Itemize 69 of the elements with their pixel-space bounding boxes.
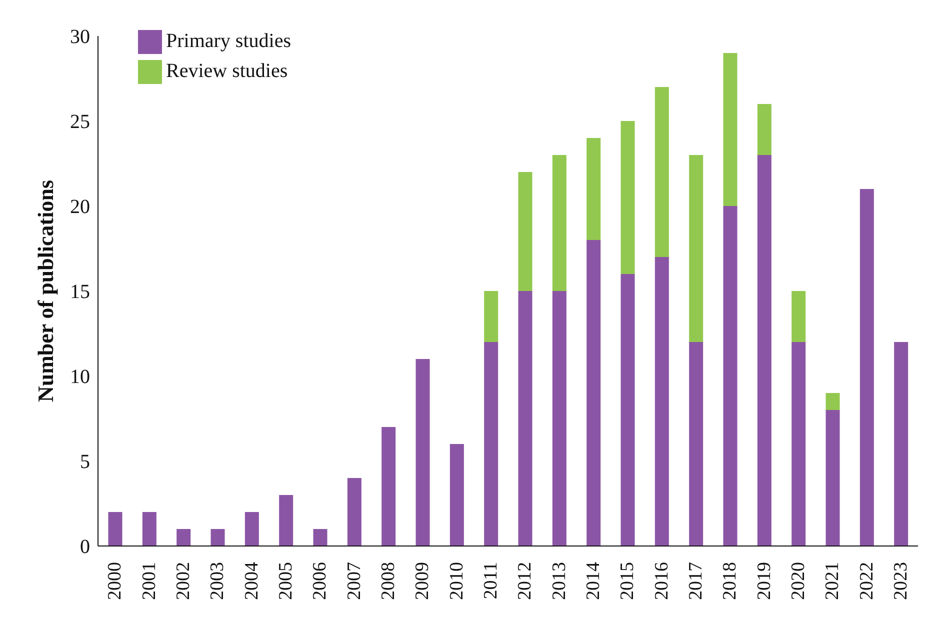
x-tick-label: 2007 [344,562,365,600]
x-tick-label: 2016 [651,562,672,600]
y-tick-label: 20 [70,196,90,218]
y-tick-label: 5 [80,451,90,474]
bar [518,172,532,291]
x-tick-label: 2014 [582,562,604,600]
y-tick-label: 30 [70,26,90,48]
bar [586,138,601,240]
bar [313,529,328,546]
bar [552,155,566,291]
bar [826,393,840,410]
bar [792,342,806,546]
bar [620,274,635,546]
bar [689,155,704,342]
bar [176,529,191,546]
bar [518,291,532,546]
x-tick-label: 2015 [617,562,638,600]
x-tick-label: 2023 [890,562,912,600]
bar [757,104,772,155]
x-tick-label: 2017 [685,562,706,600]
x-tick-label: 2021 [822,562,844,600]
legend-label: Primary studies [166,30,291,52]
x-tick-label: 2003 [207,562,228,600]
bar [244,512,259,546]
x-tick-label: 2011 [480,562,502,600]
x-tick-label: 2000 [104,562,126,600]
bar [416,359,430,546]
bar [484,342,498,546]
bar [552,291,566,546]
x-tick-label: 2019 [754,562,775,600]
bar [142,512,156,546]
bar [108,512,122,546]
bar [210,529,225,546]
legend-label: Review studies [166,60,288,82]
y-tick-label: 10 [70,366,90,388]
bar [860,189,874,546]
y-tick-label: 25 [70,111,90,134]
x-tick-label: 2013 [548,562,570,600]
x-tick-label: 2018 [720,562,741,600]
bar [894,342,908,546]
bar [484,291,498,342]
bar [654,87,669,257]
x-tick-label: 2012 [514,562,536,600]
x-tick-label: 2002 [172,562,194,600]
bar [826,410,840,546]
x-tick-label: 2005 [275,562,296,600]
x-tick-label: 2008 [378,562,399,600]
x-tick-label: 2022 [856,562,878,600]
bar [654,257,669,546]
bar [450,444,464,546]
bar [757,155,772,546]
y-tick-label: 0 [80,536,90,558]
bar [723,53,738,206]
x-tick-label: 2010 [446,562,468,600]
x-tick-label: 2020 [788,562,809,600]
bar [347,478,362,546]
bar [689,342,704,546]
x-tick-label: 2001 [138,562,160,600]
bar [620,121,635,274]
bar [279,495,294,546]
y-tick-label: 15 [70,281,90,304]
y-axis-title: Number of publications [32,180,58,402]
bar [723,206,738,546]
bar [586,240,601,546]
x-tick-label: 2004 [241,562,262,600]
bar [382,427,396,546]
x-tick-label: 2006 [310,562,331,600]
x-tick-label: 2009 [412,562,434,600]
bar [792,291,806,342]
